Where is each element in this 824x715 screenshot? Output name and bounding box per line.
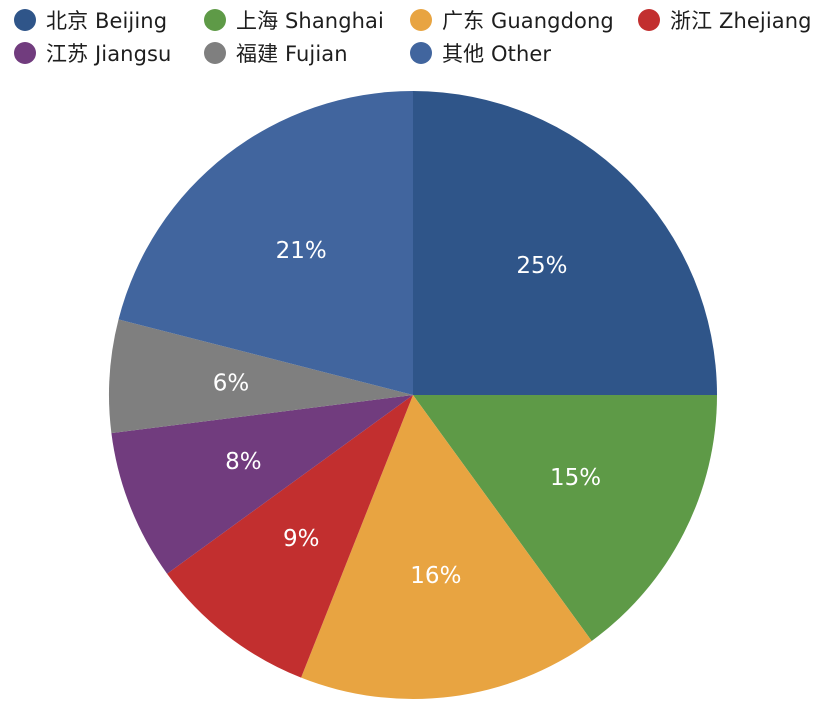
- pie-slice: [301, 395, 592, 699]
- slice-value-label: 25%: [516, 253, 567, 279]
- pie-slice: [111, 395, 414, 574]
- legend-item: 福建 Fujian: [204, 38, 348, 68]
- legend-label: 福建 Fujian: [236, 42, 348, 66]
- pie-slice-labels: 25% 15% 16% 9% 8% 6% 21%: [213, 238, 601, 589]
- slice-value-label: 9%: [283, 526, 320, 552]
- legend-label: 北京 Beijing: [46, 9, 168, 33]
- legend-swatch: [410, 9, 432, 31]
- pie-slice: [167, 395, 413, 678]
- legend-swatch: [204, 42, 226, 64]
- legend-swatch: [14, 9, 36, 31]
- legend-item: 其他 Other: [410, 38, 551, 68]
- legend-label: 上海 Shanghai: [236, 9, 384, 33]
- slice-value-label: 21%: [276, 238, 327, 264]
- pie-slice: [413, 395, 717, 641]
- legend-swatch: [638, 9, 660, 31]
- legend-label: 浙江 Zhejiang: [670, 9, 812, 33]
- legend-swatch: [14, 42, 36, 64]
- pie-slice: [118, 91, 414, 395]
- slice-value-label: 8%: [225, 449, 262, 475]
- slice-value-label: 6%: [213, 371, 250, 397]
- legend-item: 上海 Shanghai: [204, 5, 384, 35]
- legend-item: 江苏 Jiangsu: [14, 38, 171, 68]
- legend-swatch: [204, 9, 226, 31]
- slice-value-label: 16%: [410, 563, 461, 589]
- legend-label: 江苏 Jiangsu: [46, 42, 172, 66]
- slice-value-label: 15%: [550, 465, 601, 491]
- legend-item: 北京 Beijing: [14, 5, 167, 35]
- legend-item: 浙江 Zhejiang: [638, 5, 812, 35]
- legend-label: 广东 Guangdong: [442, 9, 614, 33]
- chart-legend: 北京 Beijing 上海 Shanghai 广东 Guangdong 浙江 Zhej…: [0, 0, 824, 80]
- pie-slices: [109, 91, 717, 699]
- legend-swatch: [410, 42, 432, 64]
- legend-item: 广东 Guangdong: [410, 5, 614, 35]
- pie-slice: [413, 91, 717, 395]
- pie-slice: [109, 319, 414, 434]
- legend-label: 其他 Other: [442, 42, 552, 66]
